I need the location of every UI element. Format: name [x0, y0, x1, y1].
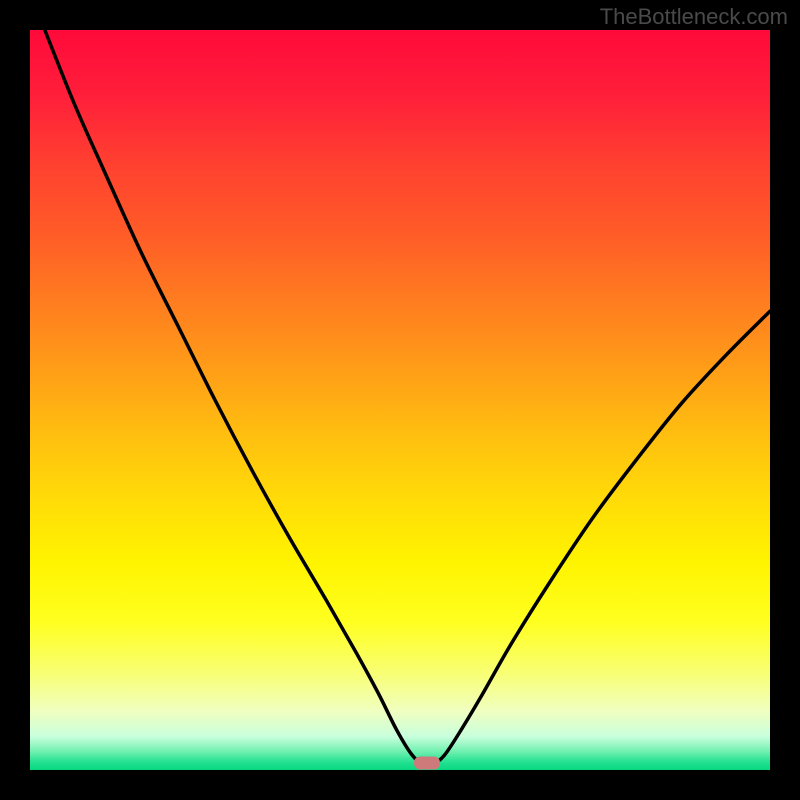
bottleneck-curve [30, 30, 770, 770]
optimal-point-marker [414, 757, 440, 770]
plot-area [30, 30, 770, 770]
watermark-text: TheBottleneck.com [600, 4, 788, 30]
chart-container: TheBottleneck.com [0, 0, 800, 800]
